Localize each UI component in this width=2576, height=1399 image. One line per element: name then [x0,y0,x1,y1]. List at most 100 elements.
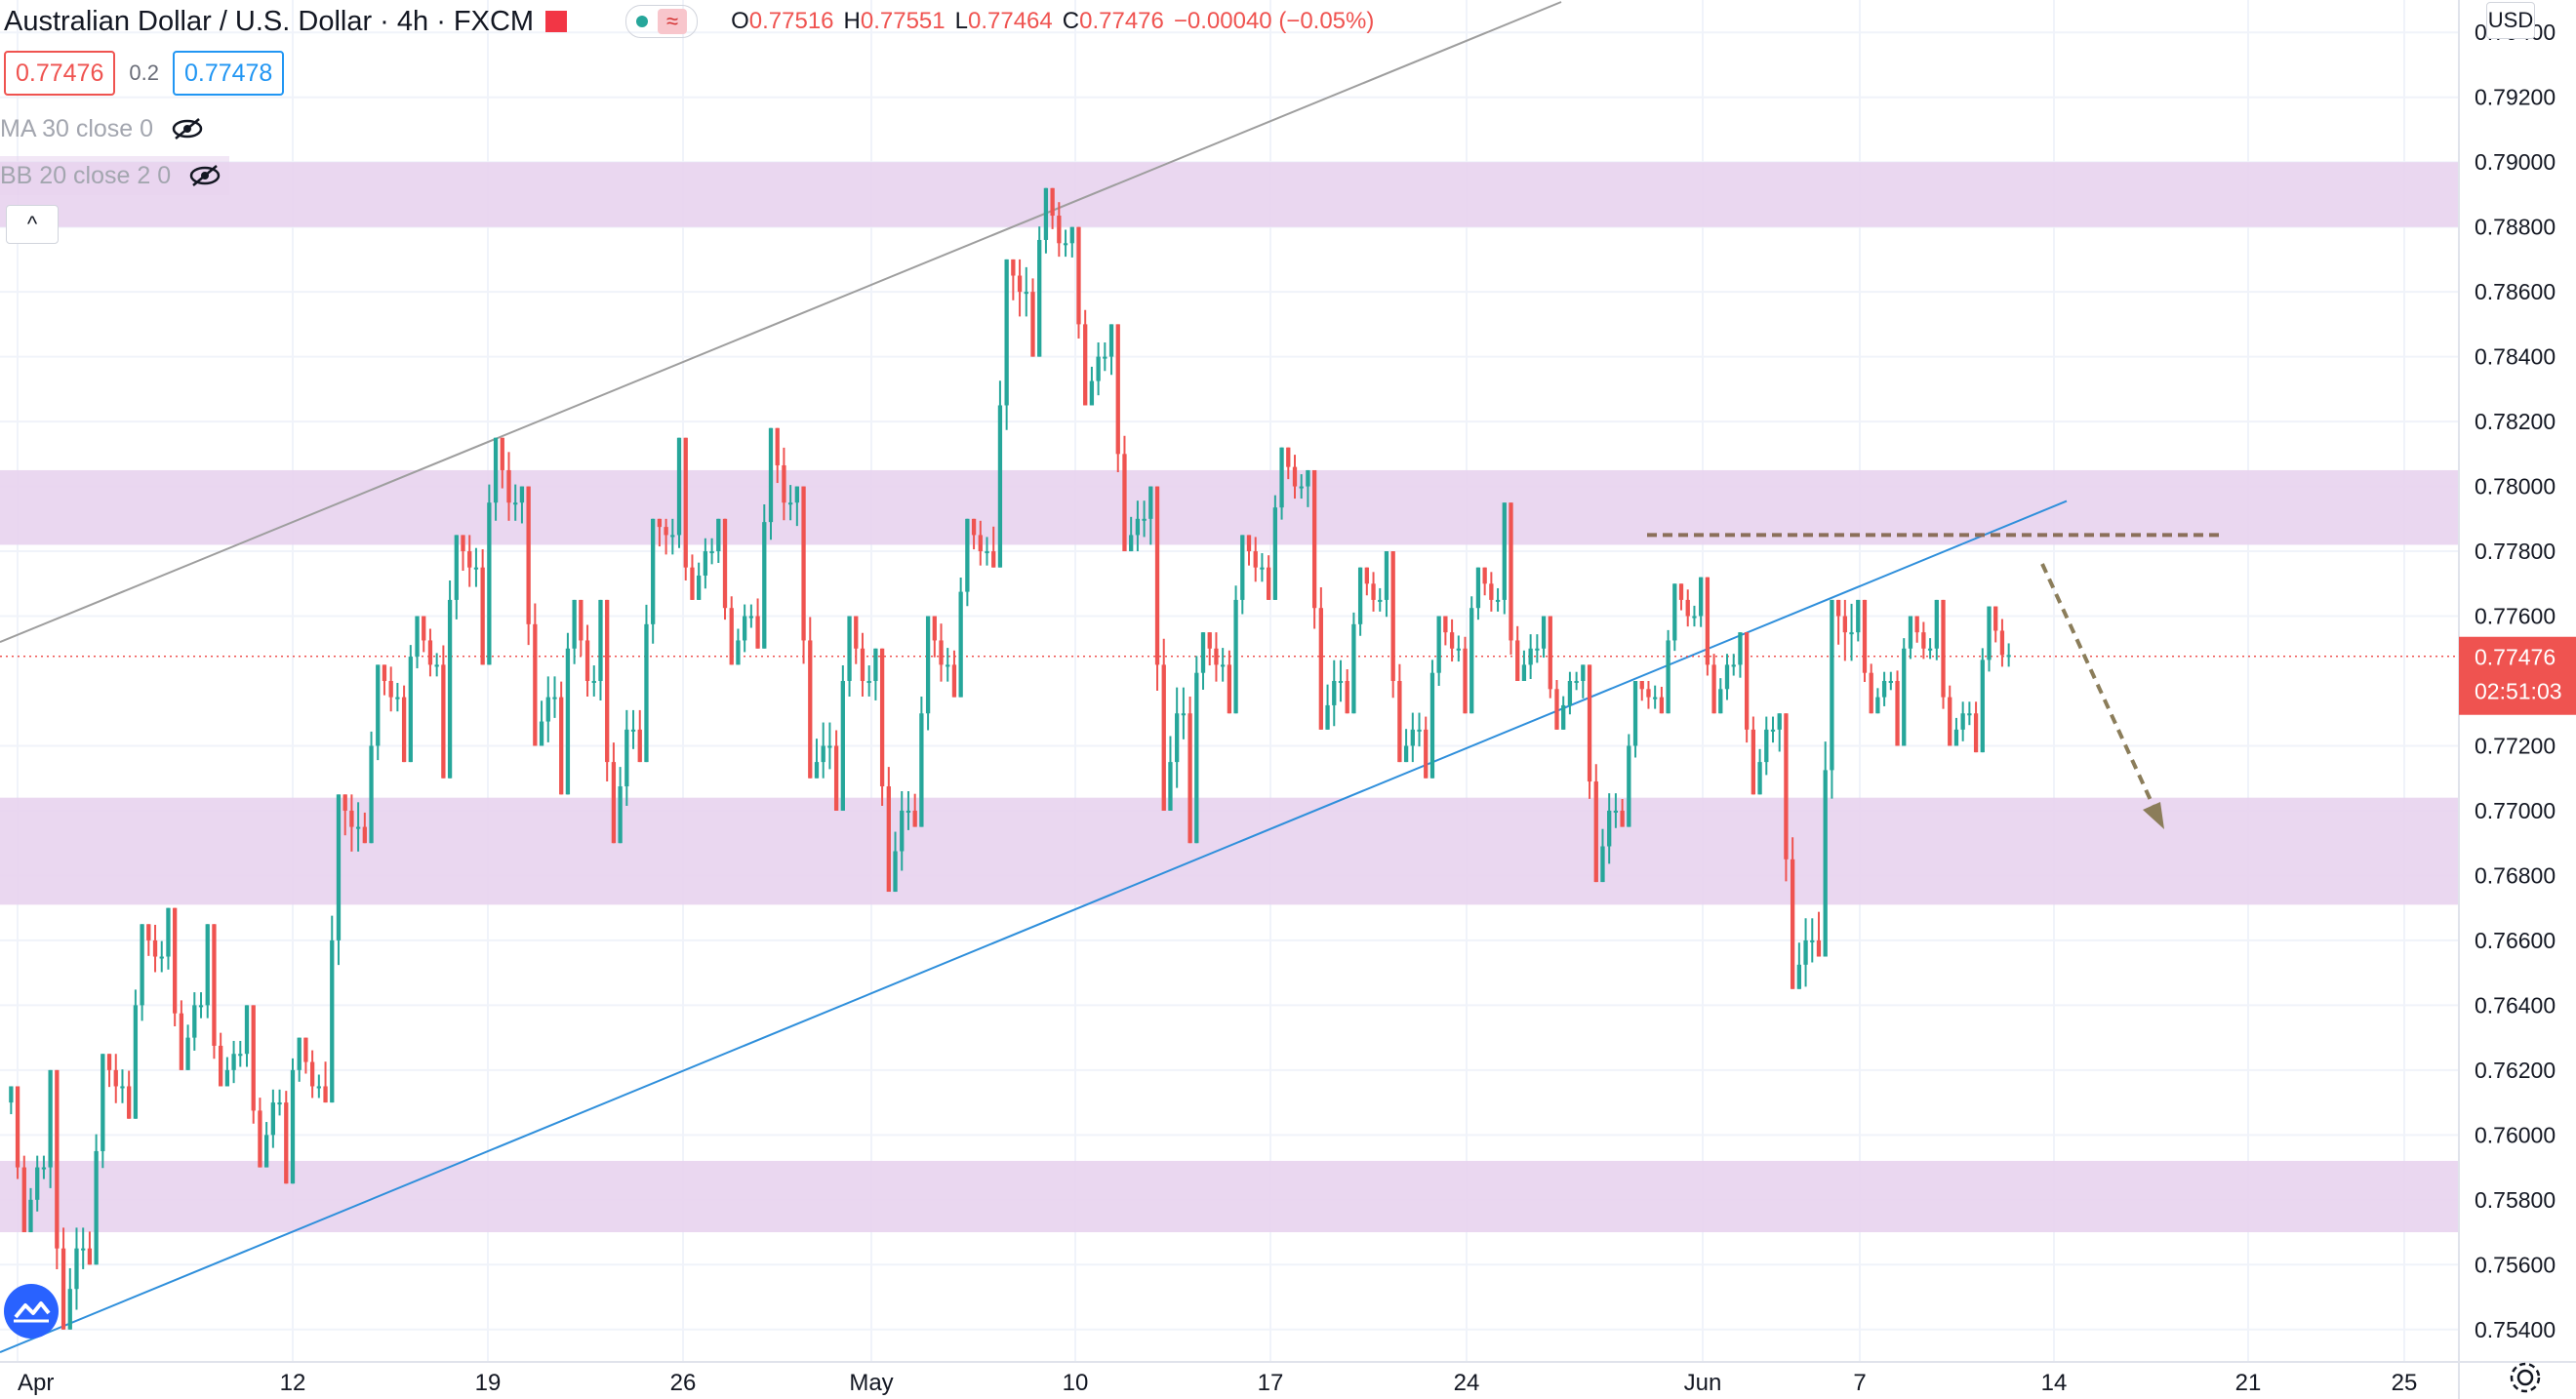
candle-body[interactable] [1973,713,1979,753]
candle-body[interactable] [487,502,492,665]
candle-body[interactable] [219,1045,223,1087]
candle-body[interactable] [1449,632,1455,649]
candle-body[interactable] [1574,681,1579,683]
candle-body[interactable] [1424,729,1429,779]
candle-body[interactable] [355,826,361,829]
candle-body[interactable] [951,664,957,698]
collapse-legend-button[interactable]: ^ [6,205,59,244]
candle-body[interactable] [127,1086,132,1119]
candle-body[interactable] [1233,599,1238,714]
candle-body[interactable] [1495,599,1501,602]
candle-body[interactable] [55,1069,60,1249]
candle-body[interactable] [297,1037,302,1070]
candle-body[interactable] [231,1054,236,1070]
support-resistance-zone[interactable] [0,162,2459,227]
candle-body[interactable] [1475,567,1481,609]
candle-body[interactable] [1835,599,1841,617]
candle-body[interactable] [81,1248,86,1251]
candle-body[interactable] [1515,640,1520,681]
candle-body[interactable] [427,640,433,665]
candle-body[interactable] [1175,713,1180,763]
candle-body[interactable] [336,794,342,940]
candle-body[interactable] [1357,567,1363,624]
candle-body[interactable] [978,535,983,552]
candle-body[interactable] [1856,599,1861,633]
candle-body[interactable] [1666,640,1670,714]
candle-body[interactable] [1227,664,1232,714]
candle-body[interactable] [965,518,970,592]
candle-body[interactable] [1135,518,1141,536]
candle-body[interactable] [886,786,891,893]
candle-body[interactable] [60,1248,66,1330]
candle-body[interactable] [1063,243,1068,246]
candle-body[interactable] [946,664,950,667]
candle-body[interactable] [146,924,151,940]
forecast-arrow-line[interactable] [2040,563,2162,822]
candle-body[interactable] [1757,762,1762,795]
candle-body[interactable] [1122,454,1127,552]
candle-body[interactable] [2006,655,2011,658]
symbol-title[interactable]: Australian Dollar / U.S. Dollar · 4h · F… [4,5,535,37]
candle-body[interactable] [480,567,485,665]
candle-body[interactable] [140,924,144,1006]
candle-body[interactable] [258,1110,262,1168]
candle-body[interactable] [1849,632,1854,635]
candle-body[interactable] [1043,187,1049,240]
candle-body[interactable] [1332,681,1337,705]
candle-body[interactable] [1948,697,1952,746]
candle-body[interactable] [1875,697,1880,714]
candle-body[interactable] [991,551,996,568]
candle-body[interactable] [67,1289,72,1330]
candle-body[interactable] [1744,632,1750,730]
candle-body[interactable] [748,616,754,619]
candle-body[interactable] [716,518,721,552]
candle-body[interactable] [1390,551,1395,681]
candle-body[interactable] [244,1005,250,1055]
candle-body[interactable] [1521,664,1527,681]
candle-body[interactable] [1292,466,1298,487]
candle-body[interactable] [676,437,682,536]
support-resistance-zone[interactable] [0,1160,2459,1233]
candle-body[interactable] [1751,729,1756,795]
candle-body[interactable] [166,907,171,957]
candle-body[interactable] [552,697,557,700]
candle-body[interactable] [1731,664,1736,667]
candle-body[interactable] [1699,577,1704,617]
candle-body[interactable] [1678,583,1684,600]
candle-body[interactable] [21,1167,26,1233]
candle-body[interactable] [316,1086,321,1089]
candle-body[interactable] [388,681,393,698]
candle-body[interactable] [1692,616,1697,619]
candle-body[interactable] [15,1086,20,1168]
candle-body[interactable] [860,648,865,681]
candle-body[interactable] [755,616,760,649]
candle-body[interactable] [1011,259,1016,276]
candle-body[interactable] [263,1135,269,1168]
candle-body[interactable] [120,1086,125,1089]
candle-body[interactable] [1306,469,1310,487]
candle-body[interactable] [173,907,178,1014]
candle-body[interactable] [1115,324,1120,455]
candle-body[interactable] [775,427,780,465]
candle-body[interactable] [1711,664,1716,714]
candle-body[interactable] [1154,486,1160,665]
candle-body[interactable] [840,681,845,811]
candle-body[interactable] [637,729,642,763]
candle-body[interactable] [1980,660,1985,753]
candle-body[interactable] [782,464,786,503]
candle-body[interactable] [985,551,989,554]
candle-body[interactable] [1607,810,1612,847]
eye-crossed-icon[interactable] [171,117,204,140]
candle-body[interactable] [854,616,859,649]
candle-body[interactable] [1279,447,1284,508]
candle-body[interactable] [827,745,832,748]
candle-body[interactable] [1993,606,1998,631]
candle-body[interactable] [1803,939,1808,965]
candle-body[interactable] [1659,697,1665,714]
candle-body[interactable] [1600,846,1605,883]
candle-body[interactable] [866,681,871,683]
candle-body[interactable] [408,657,413,763]
candle-body[interactable] [28,1199,33,1233]
candle-body[interactable] [1200,632,1206,673]
candle-body[interactable] [369,745,374,844]
